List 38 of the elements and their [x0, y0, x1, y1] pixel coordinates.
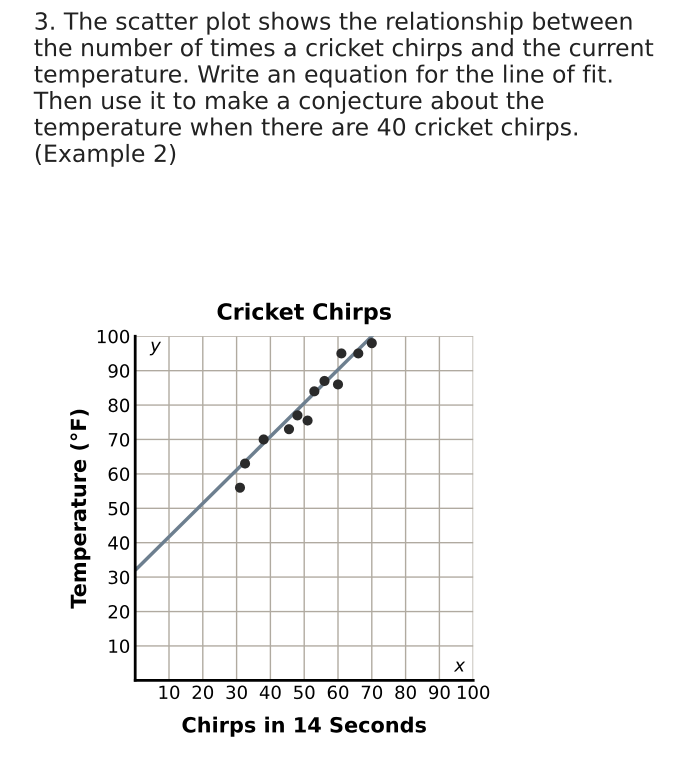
- x-tick-label: 90: [429, 686, 450, 700]
- point: [319, 376, 330, 386]
- x-tick-label: 60: [328, 686, 348, 700]
- point: [336, 348, 346, 359]
- y-tick-label: 60: [108, 467, 130, 482]
- y-tick-label: 80: [108, 398, 130, 412]
- point: [292, 410, 303, 420]
- annotation: x: [454, 662, 466, 672]
- y-tick-label: 90: [108, 364, 130, 378]
- y-tick-label: 100: [98, 330, 130, 344]
- y-tick-label: 40: [108, 536, 130, 550]
- y-tick-label: 70: [108, 432, 130, 447]
- x-tick-label: 30: [226, 686, 247, 700]
- x-tick-label: 100: [458, 686, 490, 700]
- point: [284, 424, 294, 434]
- x-tick-label: 80: [395, 686, 416, 700]
- point: [240, 458, 250, 469]
- annotation: y: [150, 342, 162, 356]
- chart-title: Cricket Chirps: [218, 302, 391, 324]
- x-tick-label: 20: [192, 686, 214, 700]
- point: [332, 379, 344, 390]
- point: [258, 434, 269, 445]
- point: [366, 338, 377, 348]
- y-tick-label: 50: [108, 502, 130, 516]
- x-tick-label: 40: [260, 686, 281, 700]
- x-tick-label: 10: [159, 686, 180, 700]
- point: [302, 415, 313, 426]
- y-tick-label: 20: [108, 604, 130, 619]
- point: [353, 348, 364, 359]
- y-tick-label: 30: [108, 570, 130, 584]
- x-tick-label: 50: [294, 686, 314, 700]
- x-axis-title: Chirps in 14 Seconds: [182, 716, 426, 737]
- text: 3. The scatter plot shows the relationship between the number of times a cricket chirps and the current temperature. Write an equation for the line of fit. Then use it to make a conjecture about the temperature when there are 40 cricket chirps. (Example 2): [34, 12, 654, 167]
- point: [234, 482, 246, 493]
- x-tick-label: 70: [362, 686, 382, 700]
- point: [309, 386, 320, 396]
- y-axis-title: Temperature (°F): [70, 410, 90, 609]
- y-tick-label: 10: [109, 639, 130, 654]
